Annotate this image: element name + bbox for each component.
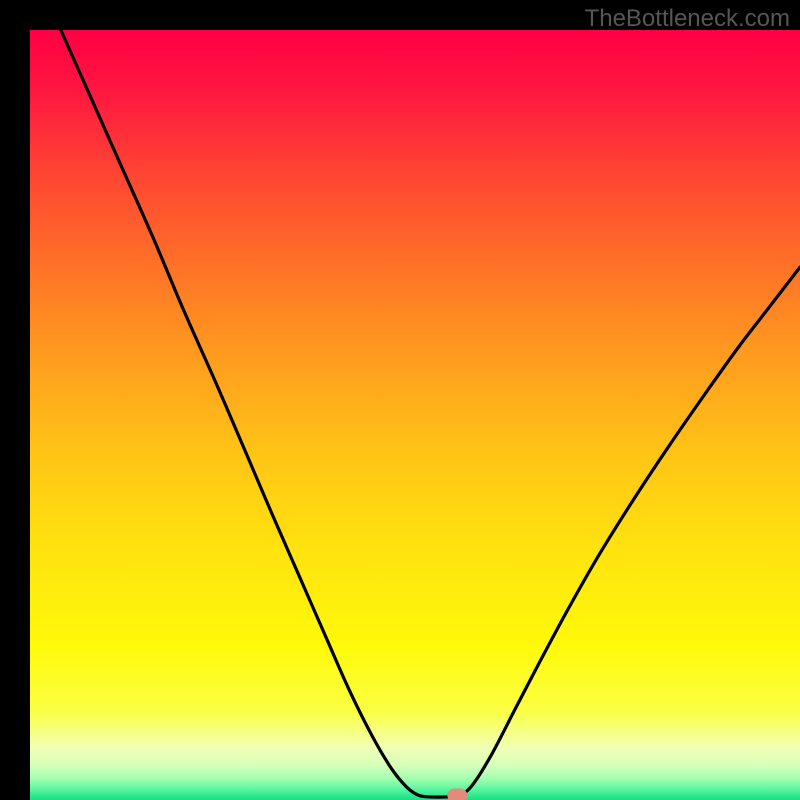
- plot-area: [30, 30, 800, 800]
- gradient-background: [30, 30, 800, 800]
- optimal-point-marker: [447, 788, 467, 800]
- watermark-text: TheBottleneck.com: [585, 5, 790, 33]
- chart-frame: TheBottleneck.com: [0, 0, 800, 800]
- gradient-plot-svg: [30, 30, 800, 800]
